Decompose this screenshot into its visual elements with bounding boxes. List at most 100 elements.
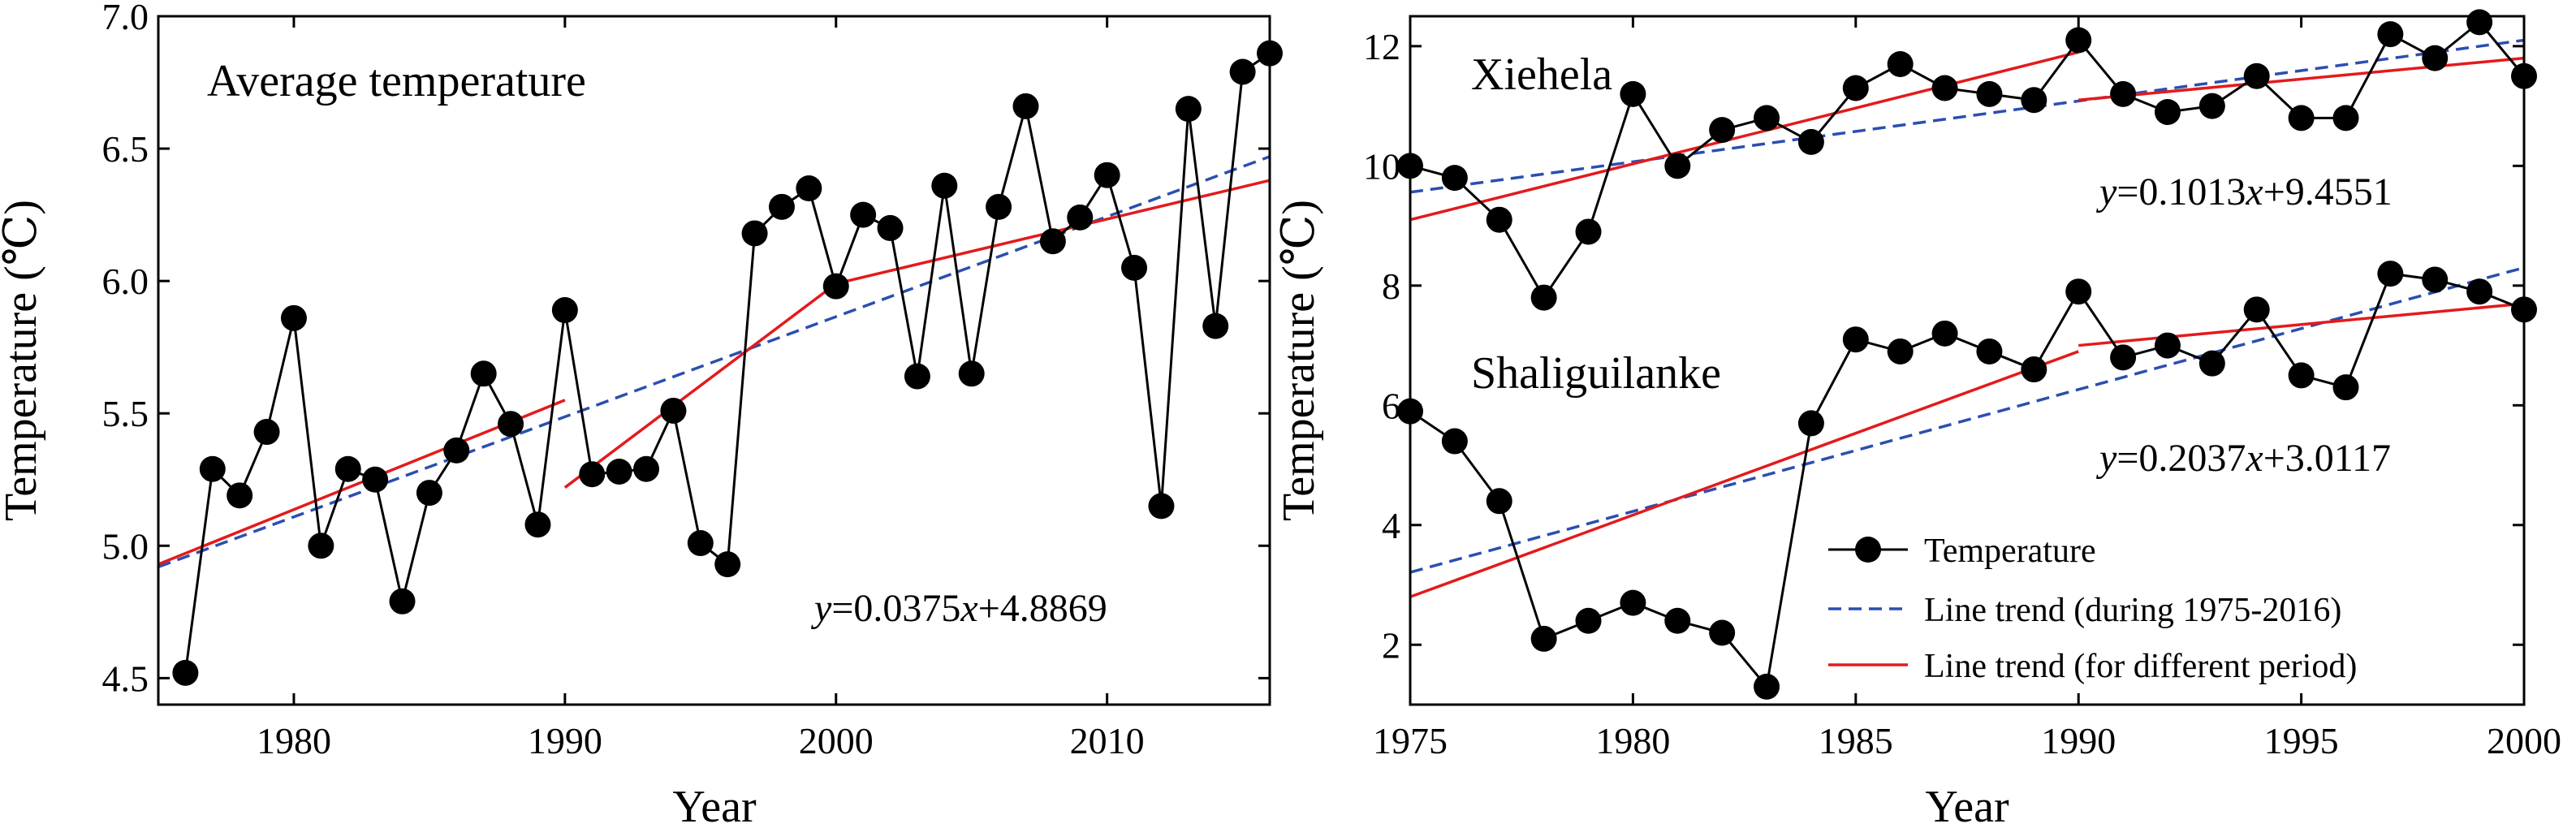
legend: Temperature Line trend (during 1975-2016…: [1828, 533, 2357, 685]
right-shaliguilanke-data-point: [2243, 296, 2270, 323]
right-shaliguilanke-data-point: [1486, 488, 1512, 515]
right-xiehela-data-point: [2377, 21, 2404, 48]
xiehela-trend-equation: y=0.1013x+9.4551: [2095, 170, 2393, 213]
left-data-point: [1067, 204, 1094, 231]
right-trend-all-line-xiehela: [1409, 38, 2525, 194]
right-xiehela-data-point: [2198, 93, 2225, 119]
right-xiehela-data-point: [1709, 117, 1736, 144]
left-data-point: [1202, 313, 1229, 339]
xiehela-equation-intercept: +9.4551: [2263, 170, 2393, 213]
right-xiehela-data-point: [1931, 75, 1958, 101]
left-data-point: [1094, 162, 1120, 188]
left-equation-y: y: [810, 587, 832, 630]
right-shaliguilanke-data-point: [2466, 278, 2493, 305]
left-data-point: [660, 397, 687, 424]
right-xiehela-data-point: [2021, 87, 2047, 114]
label-shaliguilanke: Shaliguilanke: [1471, 348, 1721, 399]
legend-label-trend-all: Line trend (during 1975-2016): [1924, 592, 2341, 629]
legend-item-trend-all: Line trend (during 1975-2016): [1828, 592, 2341, 629]
right-xiehela-data-point: [1441, 165, 1468, 192]
right-xiehela-data-point: [1797, 128, 1824, 155]
left-data-point: [931, 172, 958, 199]
right-shaliguilanke-data-point: [1931, 320, 1958, 347]
left-data-point: [362, 466, 389, 493]
right-shaliguilanke-data-point: [1797, 410, 1824, 437]
right-shaliguilanke-data-point: [1530, 625, 1557, 652]
legend-marker-dot: [1855, 537, 1881, 563]
legend-label-trend-periods: Line trend (for different period): [1924, 648, 2357, 685]
right-trend-period-line-shaliguilanke: [1409, 350, 2079, 598]
left-data-point: [280, 304, 307, 331]
left-plot-frame: [157, 15, 1271, 706]
right-shaliguilanke-data-point: [2154, 332, 2181, 359]
right-xiehela-data-point: [1887, 50, 1914, 77]
right-xiehela-data-point: [2065, 27, 2092, 54]
left-trend-all-line: [157, 155, 1271, 569]
left-data-point: [904, 363, 930, 390]
right-y-tick-label: 8: [1382, 265, 1400, 307]
right-xiehela-data-point: [2154, 98, 2181, 125]
left-data-point: [416, 480, 442, 507]
right-plot-frame: [1409, 15, 2526, 706]
shaliguilanke-equation-intercept: +3.0117: [2263, 437, 2391, 480]
left-data-point: [172, 659, 199, 686]
shaliguilanke-equation-x: x: [2245, 437, 2263, 480]
right-shaliguilanke-data-point: [1575, 607, 1602, 634]
right-xiehela-data-point: [1754, 105, 1780, 132]
left-data-point: [498, 411, 524, 438]
left-data-point: [606, 458, 632, 485]
right-shaliguilanke-data-point: [1664, 607, 1691, 634]
left-data-point: [389, 588, 416, 615]
right-shaliguilanke-data-point: [1754, 673, 1780, 700]
right-panel: 1975 1980 1985 1990 1995 2000 2 4 6 8 10 12 Xiehela…: [1274, 9, 2561, 828]
left-data-point: [1039, 228, 1066, 255]
left-data-point: [714, 551, 741, 578]
shaliguilanke-equation-slope: =0.2037: [2116, 437, 2246, 480]
right-shaliguilanke-data-point: [2422, 266, 2449, 293]
right-x-tick-label: 2000: [2487, 720, 2561, 761]
left-data-point: [1148, 493, 1175, 520]
left-equation-slope: =0.0375: [831, 587, 960, 630]
left-x-tick-label: 2000: [799, 720, 874, 761]
right-x-axis-label: Year: [1925, 782, 2009, 828]
right-shaliguilanke-data-point: [1887, 338, 1914, 364]
right-xiehela-data-point: [1842, 75, 1869, 101]
left-y-axis-label: Temperature (℃): [0, 200, 46, 521]
left-y-tick-label: 5.5: [102, 393, 149, 434]
right-x-tick-label: 1975: [1373, 720, 1448, 761]
left-data-point: [877, 214, 904, 241]
legend-item-temperature: Temperature: [1828, 533, 2096, 570]
right-xiehela-data-point: [2110, 80, 2137, 107]
left-trend-equation: y=0.0375x+4.8869: [810, 587, 1107, 630]
right-y-tick-label: 2: [1382, 624, 1400, 666]
right-xiehela-data-point: [2288, 105, 2315, 132]
left-data-point: [1121, 254, 1148, 281]
right-x-tick-label: 1980: [1595, 720, 1670, 761]
right-xiehela-data-point: [1664, 153, 1691, 179]
right-trend-period-line-xiehela: [2078, 56, 2525, 101]
legend-item-trend-periods: Line trend (for different period): [1828, 648, 2357, 685]
left-chart-title: Average temperature: [207, 56, 586, 106]
left-data-point: [741, 220, 768, 247]
left-y-tick-label: 4.5: [102, 658, 149, 699]
right-shaliguilanke-data-point: [1620, 589, 1646, 616]
left-data-point: [551, 297, 578, 324]
right-shaliguilanke-data-point: [1441, 428, 1468, 455]
left-data-point: [1012, 93, 1039, 119]
left-data-point: [796, 175, 822, 201]
left-x-tick-label: 1980: [257, 720, 331, 761]
left-y-tick-label: 6.0: [102, 261, 149, 302]
left-data-point: [986, 193, 1012, 220]
left-x-tick-label: 2010: [1070, 720, 1145, 761]
left-data-point: [443, 437, 470, 464]
left-trend-period-line: [157, 399, 566, 566]
left-data-point: [308, 533, 334, 559]
right-shaliguilanke-data-point: [2377, 261, 2404, 287]
left-x-tick-label: 1990: [528, 720, 602, 761]
left-x-axis-label: Year: [672, 782, 757, 828]
right-xiehela-data-point: [2332, 105, 2359, 132]
left-data-point: [768, 193, 795, 220]
right-xiehela-data-point: [1976, 80, 2003, 107]
left-data-point: [1229, 58, 1256, 85]
